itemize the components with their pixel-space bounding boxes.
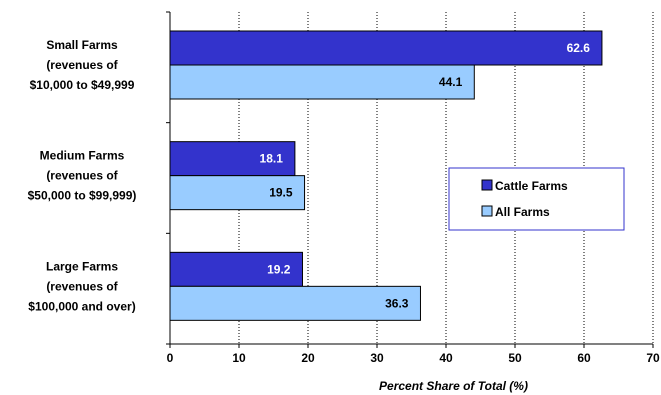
legend-box — [448, 167, 625, 231]
legend: Cattle Farms All Farms — [448, 167, 625, 231]
category-label: (revenues of — [46, 279, 118, 293]
legend-swatch — [481, 205, 493, 217]
axes — [166, 11, 654, 348]
category-label: $50,000 to $99,999) — [28, 189, 137, 203]
x-tick-label: 10 — [232, 351, 246, 365]
x-tick-label: 60 — [577, 351, 591, 365]
data-label: 44.1 — [439, 75, 463, 89]
x-tick-label: 20 — [301, 351, 315, 365]
data-label: 62.6 — [567, 41, 591, 55]
bar-all-farms — [169, 64, 475, 100]
x-tick-label: 30 — [370, 351, 384, 365]
legend-label: Cattle Farms — [495, 179, 568, 193]
bar-all-farms — [169, 175, 306, 211]
category-label: (revenues of — [46, 58, 118, 72]
category-labels: Small Farms (revenues of $10,000 to $49,99… — [28, 38, 137, 313]
bars: 62.6 44.1 18.1 19.5 19.2 36.3 — [169, 30, 603, 321]
tick-labels: 0 10 20 30 40 50 60 70 — [167, 351, 660, 365]
category-label: (revenues of — [46, 169, 118, 183]
category-label: Small Farms — [46, 38, 118, 52]
category-label: Medium Farms — [40, 149, 125, 163]
x-axis-title: Percent Share of Total (%) — [379, 379, 528, 393]
category-label: Large Farms — [46, 259, 118, 273]
bar-all-farms — [169, 285, 421, 321]
x-tick-label: 50 — [508, 351, 522, 365]
x-tick-label: 70 — [646, 351, 660, 365]
x-tick-label: 0 — [167, 351, 174, 365]
x-tick-label: 40 — [439, 351, 453, 365]
data-label: 19.5 — [269, 186, 293, 200]
data-label: 36.3 — [385, 296, 409, 310]
category-label: $100,000 and over) — [28, 299, 135, 313]
legend-swatch — [481, 179, 493, 191]
bar-cattle-farms — [169, 30, 603, 66]
category-label: $10,000 to $49,999 — [30, 78, 135, 92]
data-label: 18.1 — [260, 152, 284, 166]
data-label: 19.2 — [267, 262, 291, 276]
legend-label: All Farms — [495, 205, 550, 219]
